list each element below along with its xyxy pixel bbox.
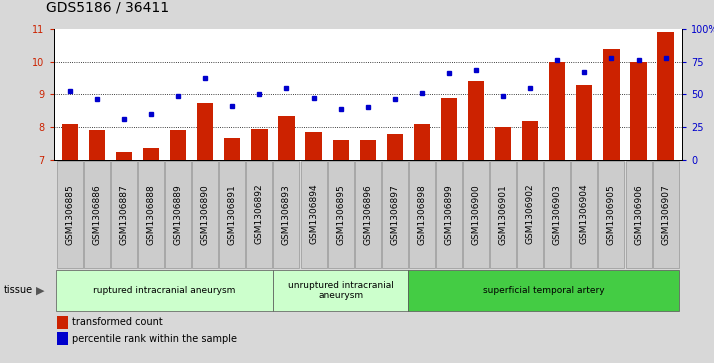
Text: unruptured intracranial
aneurysm: unruptured intracranial aneurysm xyxy=(288,281,393,300)
FancyBboxPatch shape xyxy=(56,270,273,311)
Text: superficial temporal artery: superficial temporal artery xyxy=(483,286,605,295)
Bar xyxy=(468,81,484,160)
FancyBboxPatch shape xyxy=(84,161,110,268)
FancyBboxPatch shape xyxy=(571,161,598,268)
FancyBboxPatch shape xyxy=(598,161,625,268)
Text: GSM1306895: GSM1306895 xyxy=(336,184,345,245)
FancyBboxPatch shape xyxy=(57,161,83,268)
Text: GSM1306885: GSM1306885 xyxy=(65,184,74,245)
FancyBboxPatch shape xyxy=(246,161,272,268)
Text: transformed count: transformed count xyxy=(72,317,164,327)
FancyBboxPatch shape xyxy=(463,161,489,268)
FancyBboxPatch shape xyxy=(219,161,246,268)
FancyBboxPatch shape xyxy=(625,161,652,268)
Text: GSM1306904: GSM1306904 xyxy=(580,184,589,245)
Bar xyxy=(116,152,132,160)
FancyBboxPatch shape xyxy=(409,161,435,268)
Text: GSM1306907: GSM1306907 xyxy=(661,184,670,245)
Bar xyxy=(549,62,565,160)
Text: GSM1306905: GSM1306905 xyxy=(607,184,616,245)
Bar xyxy=(306,132,322,160)
FancyBboxPatch shape xyxy=(138,161,164,268)
FancyBboxPatch shape xyxy=(408,270,679,311)
FancyBboxPatch shape xyxy=(328,161,353,268)
Text: GSM1306906: GSM1306906 xyxy=(634,184,643,245)
FancyBboxPatch shape xyxy=(355,161,381,268)
Bar xyxy=(56,332,68,345)
Bar xyxy=(387,134,403,160)
Bar xyxy=(495,127,511,160)
FancyBboxPatch shape xyxy=(382,161,408,268)
Bar xyxy=(170,130,186,160)
Bar xyxy=(360,140,376,160)
Text: GSM1306903: GSM1306903 xyxy=(553,184,562,245)
Text: percentile rank within the sample: percentile rank within the sample xyxy=(72,334,237,344)
FancyBboxPatch shape xyxy=(544,161,570,268)
Text: GSM1306898: GSM1306898 xyxy=(418,184,426,245)
Bar xyxy=(658,32,674,160)
Text: GSM1306900: GSM1306900 xyxy=(471,184,481,245)
Text: ▶: ▶ xyxy=(36,285,44,295)
Text: GSM1306899: GSM1306899 xyxy=(444,184,453,245)
Bar xyxy=(576,85,593,160)
FancyBboxPatch shape xyxy=(653,161,678,268)
Bar xyxy=(61,124,78,160)
Bar xyxy=(197,102,213,160)
Bar xyxy=(441,98,457,160)
Text: GSM1306886: GSM1306886 xyxy=(92,184,101,245)
FancyBboxPatch shape xyxy=(111,161,137,268)
Bar xyxy=(630,62,647,160)
Text: GSM1306890: GSM1306890 xyxy=(201,184,210,245)
Text: GSM1306889: GSM1306889 xyxy=(174,184,183,245)
Bar xyxy=(278,115,295,160)
Text: GDS5186 / 36411: GDS5186 / 36411 xyxy=(46,0,169,15)
Bar xyxy=(333,140,348,160)
FancyBboxPatch shape xyxy=(517,161,543,268)
Bar xyxy=(603,49,620,160)
Bar xyxy=(413,124,430,160)
FancyBboxPatch shape xyxy=(273,161,299,268)
Text: tissue: tissue xyxy=(4,285,33,295)
FancyBboxPatch shape xyxy=(490,161,516,268)
FancyBboxPatch shape xyxy=(301,161,326,268)
Text: GSM1306887: GSM1306887 xyxy=(119,184,129,245)
FancyBboxPatch shape xyxy=(436,161,462,268)
Text: GSM1306894: GSM1306894 xyxy=(309,184,318,245)
Text: GSM1306902: GSM1306902 xyxy=(526,184,535,245)
Bar xyxy=(143,148,159,160)
Bar xyxy=(89,130,105,160)
FancyBboxPatch shape xyxy=(165,161,191,268)
Bar xyxy=(251,129,268,160)
Text: GSM1306897: GSM1306897 xyxy=(391,184,399,245)
Bar xyxy=(56,316,68,329)
FancyBboxPatch shape xyxy=(192,161,218,268)
Text: GSM1306901: GSM1306901 xyxy=(498,184,508,245)
Text: ruptured intracranial aneurysm: ruptured intracranial aneurysm xyxy=(94,286,236,295)
Bar xyxy=(224,138,241,160)
Bar xyxy=(522,121,538,160)
Text: GSM1306893: GSM1306893 xyxy=(282,184,291,245)
Text: GSM1306896: GSM1306896 xyxy=(363,184,372,245)
Text: GSM1306888: GSM1306888 xyxy=(146,184,156,245)
FancyBboxPatch shape xyxy=(273,270,408,311)
Text: GSM1306891: GSM1306891 xyxy=(228,184,237,245)
Text: GSM1306892: GSM1306892 xyxy=(255,184,264,245)
